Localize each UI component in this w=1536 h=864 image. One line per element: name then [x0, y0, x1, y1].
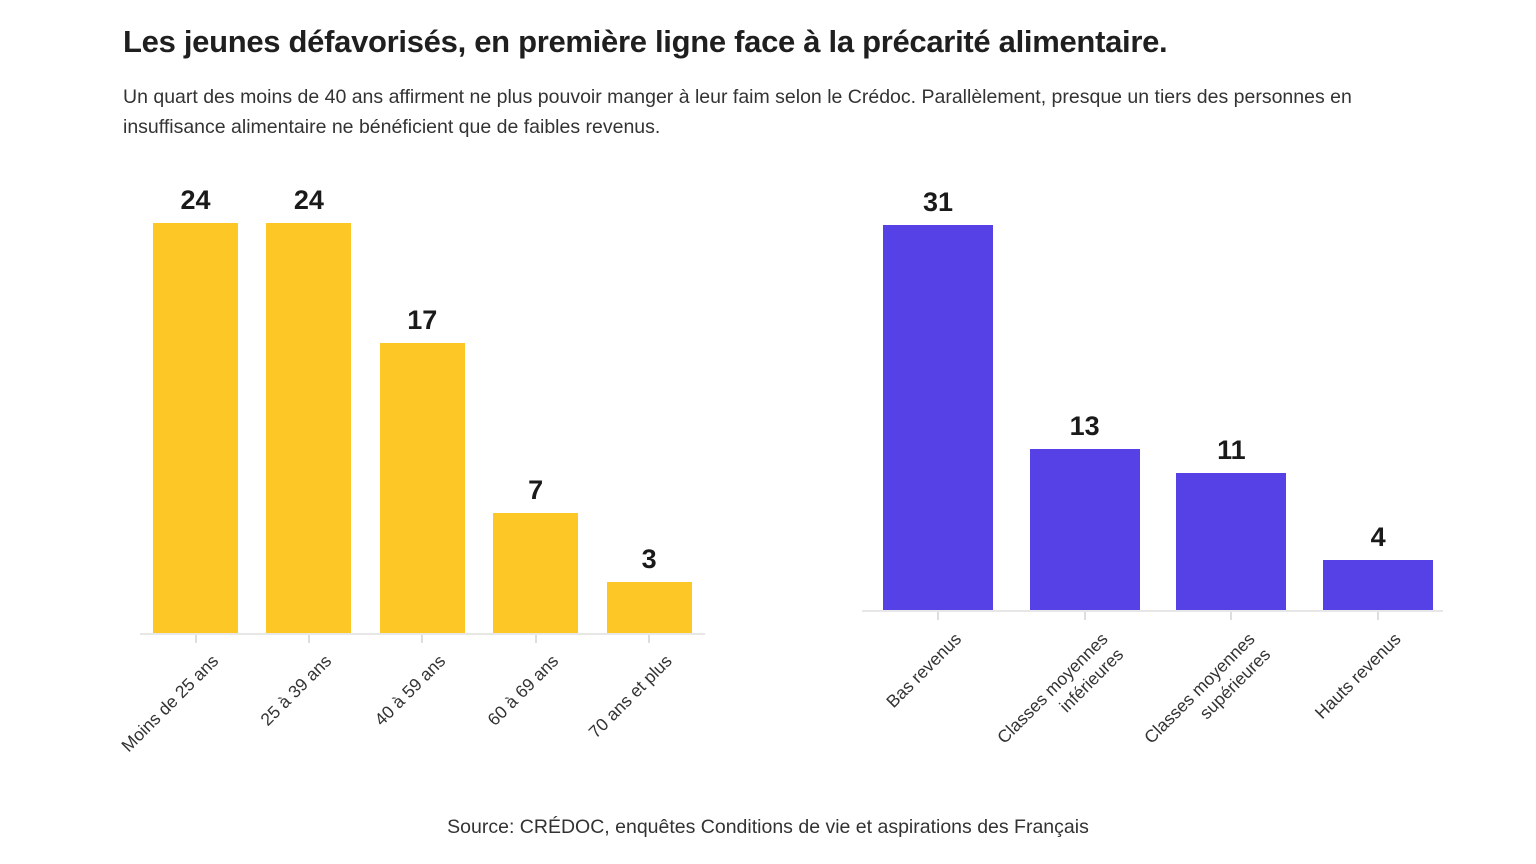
- age-chart-bar: [379, 343, 465, 633]
- income-chart-bar-value-label: 13: [1069, 411, 1100, 441]
- age-chart-bar: [606, 582, 692, 633]
- income-chart-axis-tick: [1230, 612, 1233, 620]
- age-chart-bar-value-label: 17: [407, 305, 438, 335]
- income-chart-bar-value-label: 31: [922, 187, 954, 217]
- income-chart-x-axis-label-text: Classes moyennes supérieures: [1139, 628, 1274, 748]
- income-chart-bar: [1176, 473, 1287, 610]
- age-chart-axis-tick: [194, 635, 197, 643]
- age-chart-bar: [493, 513, 579, 633]
- age-chart-x-axis-label-text: Moins de 25 ans: [117, 650, 223, 756]
- age-chart-bar-value-label: 24: [180, 185, 211, 215]
- age-chart-axis-tick: [648, 635, 651, 643]
- income-chart-bar-value-label: 11: [1217, 435, 1246, 465]
- page-title: Les jeunes défavorisés, en première lign…: [123, 24, 1168, 59]
- source-note: Source: CRÉDOC, enquêtes Conditions de v…: [447, 816, 1089, 838]
- income-chart-bar: [1323, 560, 1434, 610]
- income-chart-x-axis-label-text: Classes moyennes inférieures: [992, 628, 1128, 748]
- age-chart-bar: [266, 223, 352, 633]
- age-chart-x-axis-line: [140, 633, 705, 635]
- income-chart-bar: [883, 225, 993, 610]
- income-chart-x-axis-line: [862, 610, 1443, 612]
- income-chart-bar-value-label: 4: [1370, 522, 1386, 552]
- income-chart-x-axis-label-text: Hauts revenus: [1311, 628, 1405, 723]
- age-chart-x-axis-label-text: 60 à 69 ans: [483, 650, 563, 730]
- age-chart-axis-tick: [307, 635, 310, 643]
- age-chart-bar-value-label: 3: [641, 544, 657, 574]
- page-subtitle: Un quart des moins de 40 ans affirment n…: [123, 86, 1352, 138]
- age-chart-x-axis-label-text: 40 à 59 ans: [370, 650, 450, 730]
- age-chart-x-axis-label-text: 70 ans et plus: [584, 650, 676, 742]
- income-chart-x-axis-label-text: Bas revenus: [881, 628, 965, 712]
- age-chart-bar-value-label: 7: [528, 475, 544, 505]
- income-chart-axis-tick: [1377, 612, 1380, 620]
- income-chart-bar: [1029, 449, 1140, 610]
- age-chart-bar-value-label: 24: [293, 185, 324, 215]
- age-chart-bar: [153, 223, 238, 633]
- age-chart-axis-tick: [421, 635, 424, 643]
- income-chart-axis-tick: [937, 612, 939, 620]
- age-chart-axis-tick: [534, 635, 537, 643]
- age-chart-x-axis-label-text: 25 à 39 ans: [256, 650, 336, 730]
- income-chart-axis-tick: [1083, 612, 1086, 620]
